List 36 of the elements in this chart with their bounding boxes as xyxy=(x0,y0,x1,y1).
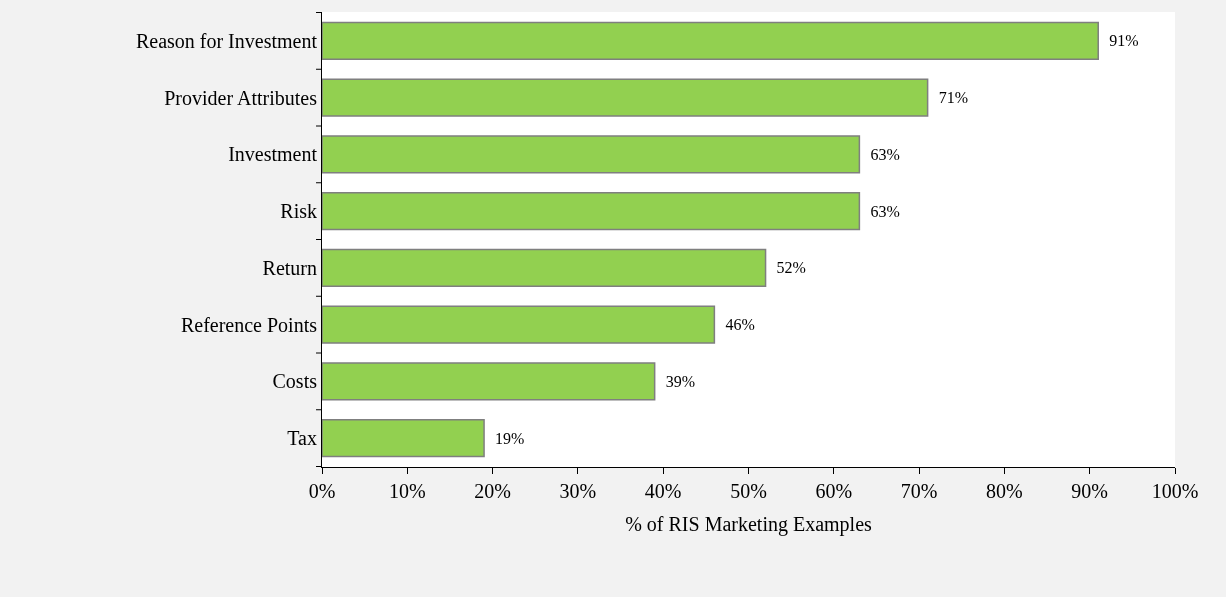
bar xyxy=(322,191,861,231)
data-label: 63% xyxy=(862,202,900,220)
x-axis-title: % of RIS Marketing Examples xyxy=(625,512,873,536)
y-tick-label: Reference Points xyxy=(180,313,318,336)
y-tick-label: Investment xyxy=(228,143,318,166)
y-tick-label: Costs xyxy=(272,370,318,393)
x-tick-label: 30% xyxy=(559,480,597,502)
bar xyxy=(322,418,485,458)
bar xyxy=(322,21,1099,61)
y-tick-label: Risk xyxy=(280,200,317,223)
x-tick-label: 40% xyxy=(644,480,682,502)
data-label: 46% xyxy=(717,316,755,334)
x-tick-label: 70% xyxy=(900,480,938,502)
bar xyxy=(322,362,656,401)
bar xyxy=(322,78,929,117)
data-label: 63% xyxy=(862,145,900,163)
y-tick-label: Tax xyxy=(287,427,317,450)
bar xyxy=(322,305,716,344)
x-tick-label: 20% xyxy=(474,480,511,502)
x-tick-label: 100% xyxy=(1151,480,1199,502)
x-tick-label: 10% xyxy=(388,480,426,502)
data-label: 39% xyxy=(657,372,695,390)
bar xyxy=(322,248,767,288)
y-tick-label: Provider Attributes xyxy=(164,86,318,109)
y-tick-label: Return xyxy=(262,256,317,279)
x-tick-label: 0% xyxy=(308,480,336,502)
x-tick-label: 60% xyxy=(815,480,853,502)
data-label: 52% xyxy=(768,259,806,277)
x-tick-label: 50% xyxy=(730,480,767,502)
x-tick-label: 80% xyxy=(986,480,1023,502)
data-label: 71% xyxy=(930,89,968,107)
bar xyxy=(322,135,861,174)
y-tick-label: Reason for Investment xyxy=(135,29,318,52)
x-tick-label: 90% xyxy=(1071,480,1109,502)
data-label: 91% xyxy=(1101,32,1139,50)
data-label: 19% xyxy=(487,429,525,447)
